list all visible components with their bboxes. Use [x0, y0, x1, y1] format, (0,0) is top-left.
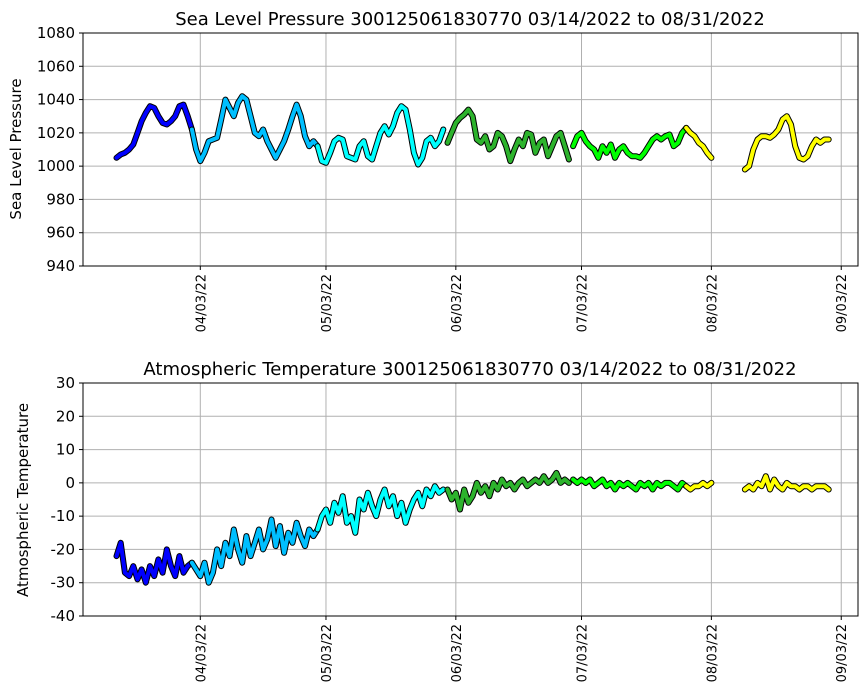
temperature-series-0-line	[114, 540, 194, 585]
temperature-x-tick-label: 09/03/22	[835, 624, 850, 682]
pressure-series-3-line	[445, 107, 571, 164]
pressure-grid	[83, 32, 858, 267]
pressure-x-tick-label: 06/03/22	[450, 274, 465, 332]
temperature-y-tick-label: 0	[65, 474, 75, 492]
pressure-series-4-line	[571, 125, 689, 160]
pressure-y-tick-label: 1000	[37, 157, 75, 175]
pressure-x-ticks: 04/03/22 05/03/22 06/03/22 07/03/22 08/03/22…	[194, 266, 850, 332]
temperature-y-tick-label: -40	[51, 607, 76, 625]
temperature-y-tick-label: -20	[51, 540, 76, 558]
pressure-series-1-line	[189, 94, 320, 164]
pressure-x-tick-label: 08/03/22	[705, 274, 720, 332]
pressure-x-tick-label: 05/03/22	[320, 274, 335, 332]
pressure-chart: Sea Level Pressure 300125061830770 03/14…	[7, 9, 859, 332]
pressure-y-tick-label: 960	[46, 224, 75, 242]
pressure-x-tick-label: 04/03/22	[194, 274, 209, 332]
pressure-series-6-line	[742, 114, 831, 172]
pressure-y-tick-label: 1080	[37, 24, 75, 42]
pressure-y-tick-label: 980	[46, 190, 75, 208]
pressure-series-5-line	[684, 125, 714, 160]
temperature-y-ticks: -40 -30 -20 -10 0 10 20 30	[51, 374, 83, 625]
temperature-series-2-line	[315, 484, 446, 535]
pressure-x-tick-label: 09/03/22	[835, 274, 850, 332]
pressure-y-axis-label: Sea Level Pressure	[7, 78, 25, 219]
temperature-y-tick-label: -10	[51, 507, 76, 525]
pressure-y-tick-label: 940	[46, 257, 75, 275]
pressure-series-0-line	[114, 102, 194, 160]
temperature-y-tick-label: 10	[56, 441, 75, 459]
temperature-x-tick-label: 08/03/22	[705, 624, 720, 682]
pressure-y-tick-label: 1020	[37, 124, 75, 142]
temperature-series-group	[113, 469, 832, 586]
temperature-y-tick-label: -30	[51, 574, 76, 592]
temperature-series-3-line	[445, 470, 571, 512]
temperature-plot-frame	[82, 382, 859, 617]
temperature-y-tick-label: 30	[56, 374, 75, 392]
temperature-x-ticks: 04/03/22 05/03/22 06/03/22 07/03/22 08/03/22…	[194, 616, 850, 682]
pressure-y-tick-label: 1040	[37, 91, 75, 109]
temperature-x-tick-label: 06/03/22	[450, 624, 465, 682]
pressure-series-group	[113, 93, 832, 173]
temperature-chart: Atmospheric Temperature 300125061830770 …	[14, 359, 859, 682]
temperature-series-1-line	[189, 517, 320, 585]
temperature-y-tick-label: 20	[56, 407, 75, 425]
pressure-x-tick-label: 07/03/22	[576, 274, 591, 332]
temperature-series-6-line	[742, 474, 831, 492]
temperature-series-4-line	[571, 477, 689, 492]
temperature-series-5-line	[684, 480, 714, 492]
pressure-y-tick-label: 1060	[37, 57, 75, 75]
pressure-chart-title: Sea Level Pressure 300125061830770 03/14…	[175, 9, 765, 30]
pressure-plot-frame	[82, 32, 859, 267]
pressure-series-2-line	[315, 104, 446, 167]
temperature-x-tick-label: 04/03/22	[194, 624, 209, 682]
temperature-x-tick-label: 07/03/22	[576, 624, 591, 682]
temperature-x-tick-label: 05/03/22	[320, 624, 335, 682]
pressure-y-ticks: 940 960 980 1000 1020 1040 1060 1080	[37, 24, 83, 275]
temperature-y-axis-label: Atmospheric Temperature	[14, 403, 32, 597]
temperature-chart-title: Atmospheric Temperature 300125061830770 …	[143, 359, 796, 380]
